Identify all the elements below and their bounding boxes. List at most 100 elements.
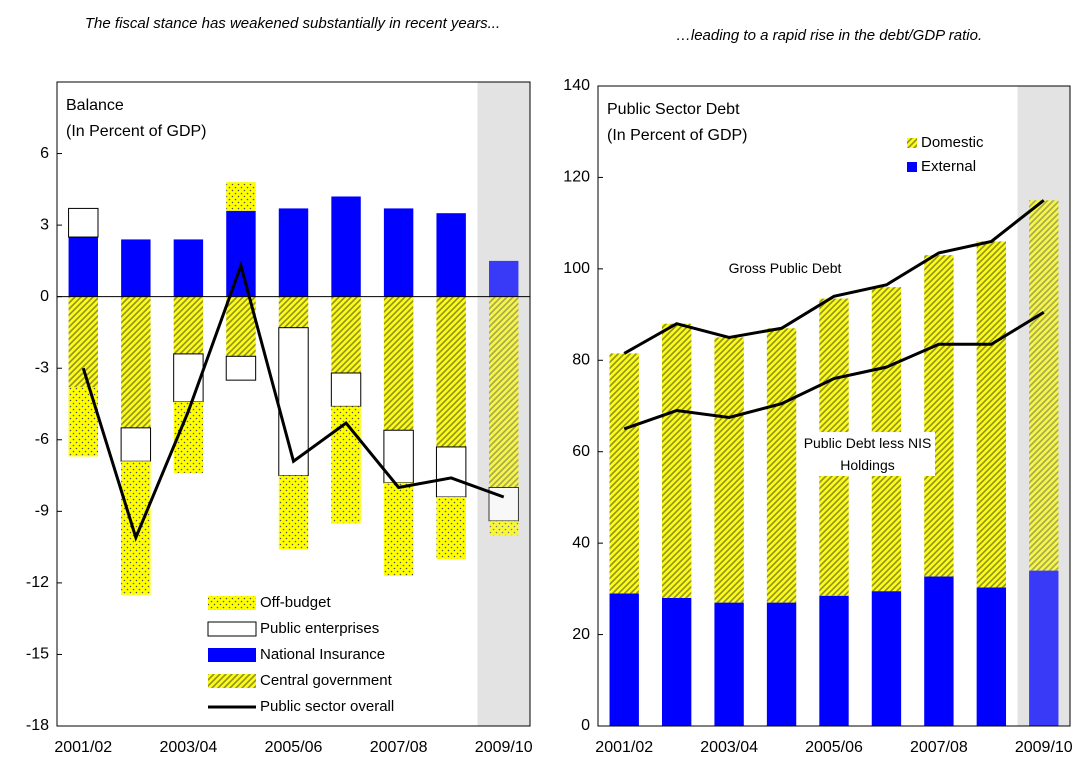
line-label: Public Debt less NIS Holdings xyxy=(800,432,935,476)
bar xyxy=(68,296,98,388)
y-tick-label: 120 xyxy=(563,169,590,186)
y-tick-label: 20 xyxy=(572,626,590,643)
bar xyxy=(331,296,361,373)
legend-label: National Insurance xyxy=(260,646,385,663)
bar xyxy=(435,446,467,498)
bar xyxy=(489,296,519,488)
line-label: Gross Public Debt xyxy=(728,260,842,276)
bar xyxy=(383,208,414,297)
left-title: The fiscal stance has weakened substanti… xyxy=(84,15,501,32)
x-tick-label: 2007/08 xyxy=(370,739,428,756)
bar xyxy=(1029,570,1059,726)
bar xyxy=(819,595,849,726)
y-tick-label: -9 xyxy=(35,503,49,520)
bar xyxy=(226,182,256,211)
right-title: …leading to a rapid rise in the debt/GDP… xyxy=(675,27,983,44)
y-tick-label: 0 xyxy=(40,288,49,305)
bar xyxy=(436,213,466,297)
line xyxy=(81,260,505,542)
y-tick-label: 60 xyxy=(572,443,590,460)
y-tick-label: 6 xyxy=(40,145,49,162)
bar xyxy=(976,241,1007,588)
bar xyxy=(278,208,309,297)
legend-swatch xyxy=(207,621,257,637)
x-tick-label: 2007/08 xyxy=(910,739,968,756)
x-tick-label: 2001/02 xyxy=(595,739,653,756)
y-tick-label: 140 xyxy=(563,77,590,94)
bar xyxy=(661,323,692,598)
x-tick-label: 2005/06 xyxy=(805,739,863,756)
bar xyxy=(1029,200,1059,571)
y-tick-label: -12 xyxy=(26,574,49,591)
bar xyxy=(331,406,361,524)
bar xyxy=(278,475,309,550)
y-tick-label: 40 xyxy=(572,534,590,551)
x-tick-label: 2003/04 xyxy=(159,739,217,756)
bar xyxy=(330,372,362,407)
y-tick-label: -18 xyxy=(26,717,49,734)
bar xyxy=(924,255,954,577)
bar xyxy=(436,296,466,447)
bar xyxy=(278,327,309,477)
y-tick-label: -6 xyxy=(35,431,49,448)
x-tick-label: 2001/02 xyxy=(54,739,112,756)
annotation: Balance xyxy=(66,97,124,114)
bar xyxy=(383,482,414,576)
x-tick-label: 2005/06 xyxy=(265,739,323,756)
y-tick-label: 3 xyxy=(40,216,49,233)
legend-swatch xyxy=(208,596,256,610)
annotation: Public Sector Debt xyxy=(607,101,740,118)
legend-label: Central government xyxy=(260,672,393,689)
legend-label: Public sector overall xyxy=(260,698,394,715)
legend-label: Public enterprises xyxy=(260,620,379,637)
bar xyxy=(173,353,204,403)
x-tick-label: 2003/04 xyxy=(700,739,758,756)
y-tick-label: -3 xyxy=(35,359,49,376)
bar xyxy=(68,207,99,238)
bar xyxy=(436,497,466,560)
bar xyxy=(278,296,309,328)
bar xyxy=(121,296,151,428)
plot-frame xyxy=(597,85,1071,727)
bar xyxy=(489,520,519,536)
y-tick-label: 0 xyxy=(581,717,590,734)
y-tick-label: -15 xyxy=(26,646,49,663)
legend-swatch xyxy=(907,138,917,148)
line xyxy=(623,199,1045,355)
legend-swatch xyxy=(907,162,917,172)
line xyxy=(623,311,1045,431)
y-tick-label: 80 xyxy=(572,352,590,369)
x-tick-label: 2009/10 xyxy=(475,739,533,756)
bar xyxy=(714,602,744,726)
bar xyxy=(225,355,257,381)
bar xyxy=(226,210,256,297)
y-tick-label: 100 xyxy=(563,260,590,277)
bar xyxy=(766,602,797,726)
legend-label: Domestic xyxy=(921,134,984,151)
legend-swatch xyxy=(208,648,256,662)
bar xyxy=(331,196,361,297)
bar xyxy=(173,296,204,354)
legend-swatch xyxy=(208,674,256,688)
annotation: (In Percent of GDP) xyxy=(607,127,748,144)
bar xyxy=(714,337,744,603)
bar xyxy=(661,598,692,726)
bar xyxy=(766,328,797,603)
bar xyxy=(173,239,204,297)
bar xyxy=(609,593,639,726)
bar xyxy=(924,576,954,726)
bar xyxy=(68,237,98,297)
legend-label: External xyxy=(921,158,976,175)
bar xyxy=(383,296,414,431)
bar xyxy=(609,353,639,594)
bar xyxy=(120,427,152,462)
x-tick-label: 2009/10 xyxy=(1015,739,1073,756)
bar xyxy=(121,239,151,297)
annotation: (In Percent of GDP) xyxy=(66,123,207,140)
legend-label: Off-budget xyxy=(260,594,331,611)
plot-frame xyxy=(56,81,531,727)
bar xyxy=(976,587,1007,726)
bar xyxy=(871,591,902,726)
